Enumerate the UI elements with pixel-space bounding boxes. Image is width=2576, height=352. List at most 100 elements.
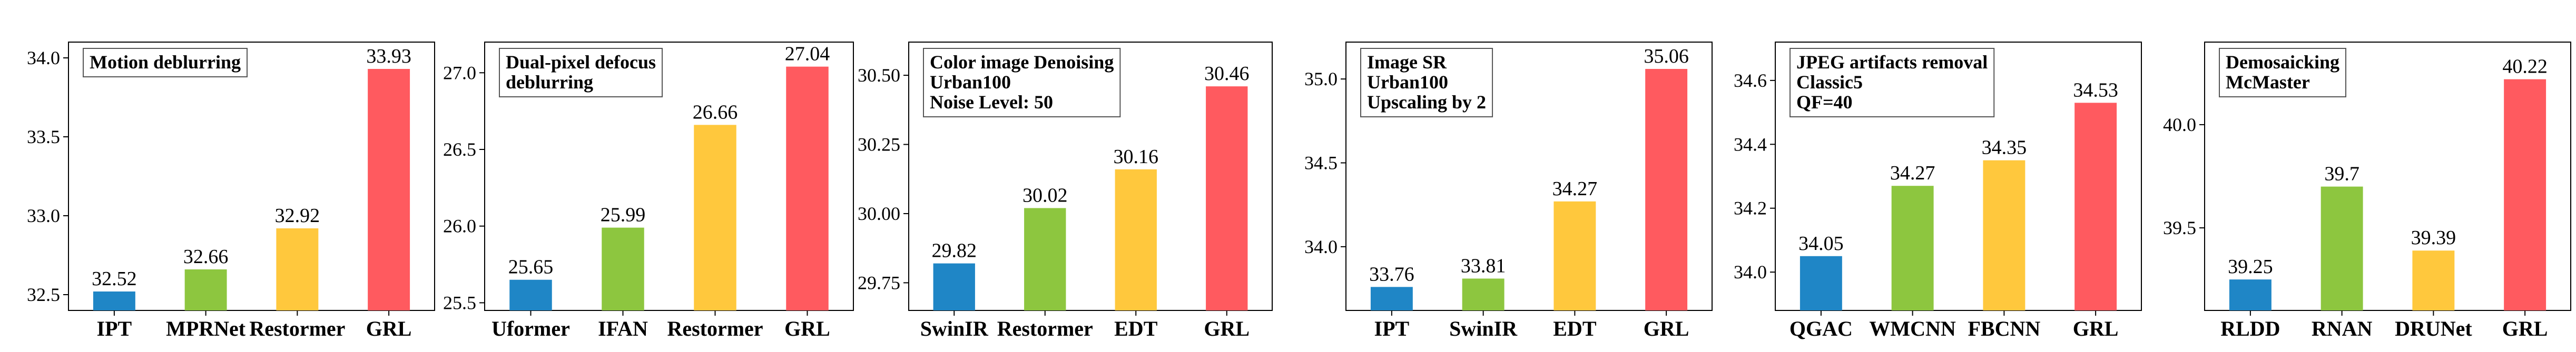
- annotation-line: Upscaling by 2: [1367, 92, 1486, 113]
- bar-restormer: [694, 125, 736, 310]
- bar-grl: [786, 66, 829, 310]
- bar-grl: [368, 69, 410, 310]
- value-label: 35.06: [1644, 45, 1689, 67]
- x-tick-label: GRL: [784, 317, 830, 340]
- x-tick-label: DRUNet: [2395, 317, 2472, 340]
- x-tick-label: FBCNN: [1968, 317, 2040, 340]
- value-label: 34.35: [1982, 137, 2027, 159]
- x-tick-label: RNAN: [2312, 317, 2373, 340]
- x-tick-label: EDT: [1553, 317, 1597, 340]
- x-tick-label: GRL: [1644, 317, 1689, 340]
- annotation-box: [2219, 48, 2346, 97]
- bar-swinir: [1462, 278, 1505, 310]
- x-tick-label: Uformer: [491, 317, 570, 340]
- chart-panel-1: 32.5 33.0 33.5 34.0 32.52 IPT 32.66 MPRNet 32.92…: [27, 42, 435, 340]
- value-label: 33.76: [1369, 263, 1414, 285]
- y-tick-label: 30.00: [858, 203, 900, 224]
- x-tick-label: GRL: [1204, 317, 1250, 340]
- x-tick-label: Restormer: [667, 317, 763, 340]
- bar-rldd: [2229, 279, 2272, 310]
- annotation-line: Image SR: [1367, 52, 1447, 73]
- x-tick-label: Restormer: [249, 317, 345, 340]
- x-tick-label: GRL: [2073, 317, 2119, 340]
- y-tick-label: 26.5: [443, 139, 476, 160]
- annotation-line: deblurring: [506, 72, 593, 93]
- annotation-box: [1790, 48, 1995, 117]
- annotation-box: [83, 48, 248, 77]
- value-label: 29.82: [932, 240, 977, 262]
- annotation-line: JPEG artifacts removal: [1796, 52, 1988, 73]
- value-label: 40.22: [2502, 56, 2548, 78]
- y-tick-label: 34.0: [1304, 236, 1338, 257]
- value-label: 39.7: [2324, 163, 2359, 185]
- x-tick-label: GRL: [2502, 317, 2548, 340]
- value-label: 30.46: [1204, 63, 1250, 85]
- value-label: 39.39: [2411, 227, 2456, 249]
- y-tick-label: 33.5: [27, 126, 60, 147]
- annotation-line: Color image Denoising: [930, 52, 1114, 73]
- value-label: 34.27: [1552, 178, 1598, 200]
- value-label: 34.27: [1890, 162, 1935, 184]
- annotation-line: Demosaicking: [2226, 52, 2339, 73]
- bar-grl: [1206, 86, 1248, 310]
- bar-ifan: [602, 227, 644, 310]
- y-tick-label: 39.5: [2163, 217, 2196, 238]
- bar-restormer: [1024, 208, 1066, 310]
- bar-wmcnn: [1891, 186, 1934, 310]
- y-tick-label: 30.50: [858, 65, 900, 86]
- annotation-line: QF=40: [1796, 92, 1853, 113]
- value-label: 26.66: [693, 101, 738, 123]
- value-label: 32.92: [275, 205, 320, 227]
- value-label: 25.65: [508, 256, 554, 278]
- bar-fbcnn: [1983, 160, 2026, 310]
- chart-panel-5: 34.0 34.2 34.4 34.6 34.05 QGAC 34.27 WMCNN 34.35…: [1734, 42, 2142, 340]
- annotation-line: Classic5: [1796, 72, 1863, 93]
- y-tick-label: 26.0: [443, 216, 476, 237]
- bar-drunet: [2412, 250, 2455, 310]
- bar-qgac: [1800, 256, 1842, 310]
- plot-frame: [68, 42, 435, 311]
- x-tick-label: IFAN: [598, 317, 648, 340]
- y-tick-label: 40.0: [2163, 114, 2196, 135]
- y-tick-label: 33.0: [27, 205, 60, 226]
- y-tick-label: 34.4: [1734, 134, 1767, 155]
- x-tick-label: GRL: [366, 317, 412, 340]
- bar-edt: [1554, 201, 1596, 310]
- y-tick-label: 32.5: [27, 284, 60, 305]
- plot-frame: [484, 42, 854, 311]
- annotation-line: Noise Level: 50: [930, 92, 1053, 113]
- x-tick-label: QGAC: [1790, 317, 1853, 340]
- bar-ipt: [93, 291, 135, 310]
- value-label: 25.99: [601, 204, 646, 226]
- x-tick-label: IPT: [97, 317, 132, 340]
- value-label: 32.66: [183, 246, 229, 268]
- x-tick-label: Restormer: [997, 317, 1093, 340]
- annotation-line: Urban100: [1367, 72, 1448, 93]
- value-label: 39.25: [2228, 256, 2273, 278]
- annotation-line: Motion deblurring: [90, 52, 241, 73]
- x-tick-label: RLDD: [2220, 317, 2280, 340]
- y-tick-label: 29.75: [858, 272, 900, 293]
- y-tick-label: 34.0: [27, 47, 60, 68]
- annotation-box: [1360, 48, 1493, 117]
- value-label: 34.53: [2073, 79, 2118, 101]
- bar-grl: [1645, 69, 1688, 310]
- bar-edt: [1115, 169, 1157, 310]
- annotation-box: [923, 48, 1121, 117]
- plot-frame: [2204, 42, 2571, 311]
- chart-panel-6: 39.5 40.0 39.25 RLDD 39.7 RNAN 39.39 DRUNet 40.2…: [2163, 42, 2571, 340]
- value-label: 30.16: [1114, 146, 1159, 168]
- annotation-line: McMaster: [2226, 72, 2310, 93]
- chart-panel-3: 29.75 30.00 30.25 30.50 29.82 SwinIR 30.02 Rest…: [858, 42, 1273, 340]
- value-label: 34.05: [1798, 233, 1844, 255]
- x-tick-label: EDT: [1114, 317, 1158, 340]
- annotation-line: Dual-pixel defocus: [506, 52, 656, 73]
- y-tick-label: 30.25: [858, 134, 900, 155]
- bar-grl: [2074, 103, 2117, 310]
- value-label: 27.04: [785, 43, 830, 65]
- x-tick-label: SwinIR: [1449, 317, 1518, 340]
- y-tick-label: 35.0: [1304, 68, 1338, 89]
- y-tick-label: 34.6: [1734, 70, 1767, 91]
- plot-frame: [908, 42, 1273, 311]
